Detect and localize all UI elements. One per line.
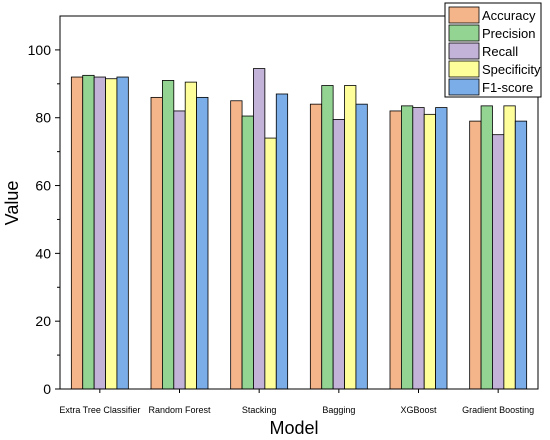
x-tick-label: Bagging xyxy=(322,405,355,415)
bar-recall-3 xyxy=(332,119,345,390)
bars-group xyxy=(70,68,528,390)
bar-precision-2 xyxy=(241,115,254,390)
legend-label: F1-score xyxy=(482,80,533,95)
y-axis-title: Value xyxy=(2,181,22,226)
bar-f1-score-5 xyxy=(514,120,528,390)
legend-swatch xyxy=(448,24,480,42)
y-tick-label: 0 xyxy=(43,381,51,397)
bar-accuracy-5 xyxy=(469,120,482,390)
bar-f1-score-1 xyxy=(196,96,209,390)
bar-accuracy-3 xyxy=(309,103,323,390)
legend: Accuracy Precision Recall Specificity F1-sco… xyxy=(444,2,542,98)
bar-accuracy-0 xyxy=(70,76,84,390)
bar-specificity-0 xyxy=(105,78,118,390)
bar-precision-5 xyxy=(480,105,493,390)
y-tick-label: 80 xyxy=(35,110,51,126)
legend-label: Specificity xyxy=(482,62,541,77)
bar-recall-2 xyxy=(253,68,266,390)
bar-precision-1 xyxy=(161,80,175,390)
x-tick-label: Stacking xyxy=(242,405,277,415)
bar-f1-score-2 xyxy=(275,93,289,390)
bar-precision-4 xyxy=(400,105,414,390)
bar-accuracy-2 xyxy=(230,100,243,390)
y-tick-label: 60 xyxy=(35,178,51,194)
legend-swatch xyxy=(448,60,480,78)
bar-specificity-5 xyxy=(503,105,516,390)
y-tick-label: 20 xyxy=(35,313,51,329)
bar-recall-5 xyxy=(492,134,505,390)
x-tick-label: Gradient Boosting xyxy=(462,405,534,415)
bar-recall-4 xyxy=(412,107,425,390)
x-axis: Extra Tree Classifier Random Forest Stacki… xyxy=(59,389,534,415)
bar-accuracy-1 xyxy=(150,96,163,390)
y-tick-label: 40 xyxy=(35,245,51,261)
y-axis: 0 20 40 60 80 100 xyxy=(28,42,60,397)
bar-recall-1 xyxy=(173,110,186,390)
legend-label: Recall xyxy=(482,44,518,59)
bar-recall-0 xyxy=(93,76,106,390)
legend-swatch xyxy=(448,6,480,24)
x-tick-label: XGBoost xyxy=(400,405,437,415)
bar-specificity-3 xyxy=(344,85,357,390)
bar-precision-3 xyxy=(321,85,334,390)
plot-frame xyxy=(59,15,539,390)
bar-specificity-1 xyxy=(184,81,197,390)
bar-f1-score-3 xyxy=(355,103,368,390)
bar-f1-score-4 xyxy=(435,107,448,390)
legend-swatch xyxy=(448,78,480,96)
x-tick-label: Random Forest xyxy=(148,405,211,415)
bar-specificity-2 xyxy=(264,137,277,390)
bar-specificity-4 xyxy=(423,113,437,390)
legend-label: Accuracy xyxy=(482,8,536,23)
x-axis-title: Model xyxy=(269,418,318,438)
legend-label: Precision xyxy=(482,26,535,41)
x-tick-label: Extra Tree Classifier xyxy=(59,405,140,415)
y-tick-label: 100 xyxy=(28,42,52,58)
bar-f1-score-0 xyxy=(116,76,129,390)
legend-swatch xyxy=(448,42,480,60)
bar-precision-0 xyxy=(82,74,95,390)
bar-accuracy-4 xyxy=(389,110,402,390)
